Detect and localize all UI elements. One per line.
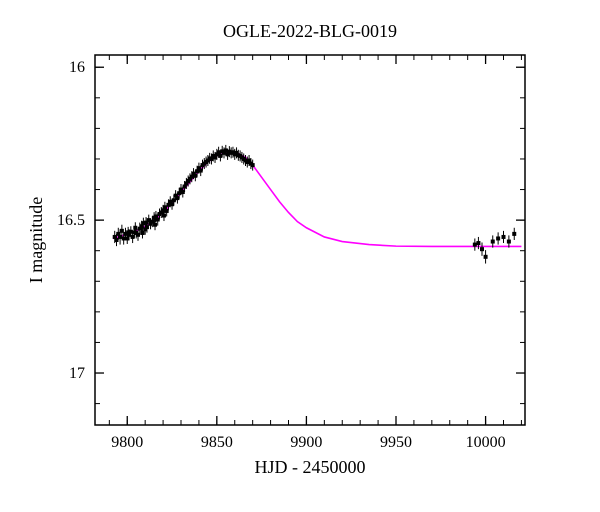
- lightcurve-plot: 9800 9850 9900 9950 10000 16 16.5 17 OGLE-2022-B…: [0, 0, 600, 512]
- xtick-label: 10000: [466, 434, 506, 451]
- data-point: [162, 214, 166, 218]
- y-axis-label: I magnitude: [26, 197, 46, 283]
- xtick-label: 9850: [201, 434, 233, 451]
- xtick-label: 9900: [290, 434, 322, 451]
- data-point: [473, 243, 477, 247]
- xtick-label: 9950: [380, 434, 412, 451]
- chart-container: 9800 9850 9900 9950 10000 16 16.5 17 OGLE-2022-B…: [0, 0, 600, 512]
- ytick-label: 17: [69, 365, 85, 382]
- ytick-label: 16.5: [57, 212, 85, 229]
- data-point: [491, 240, 495, 244]
- data-point: [153, 223, 157, 227]
- data-point: [484, 255, 488, 259]
- data-point: [251, 163, 255, 167]
- data-point: [507, 240, 511, 244]
- data-point: [476, 241, 480, 245]
- data-point: [145, 225, 149, 229]
- data-point: [120, 229, 124, 233]
- x-axis-label: HJD - 2450000: [255, 457, 366, 477]
- data-point: [496, 236, 500, 240]
- data-point: [140, 231, 144, 235]
- xtick-label: 9800: [111, 434, 143, 451]
- data-point: [133, 226, 137, 230]
- ytick-label: 16: [69, 59, 85, 76]
- data-point: [502, 235, 506, 239]
- data-point: [480, 247, 484, 251]
- plot-title: OGLE-2022-BLG-0019: [223, 21, 397, 41]
- data-point: [512, 232, 516, 236]
